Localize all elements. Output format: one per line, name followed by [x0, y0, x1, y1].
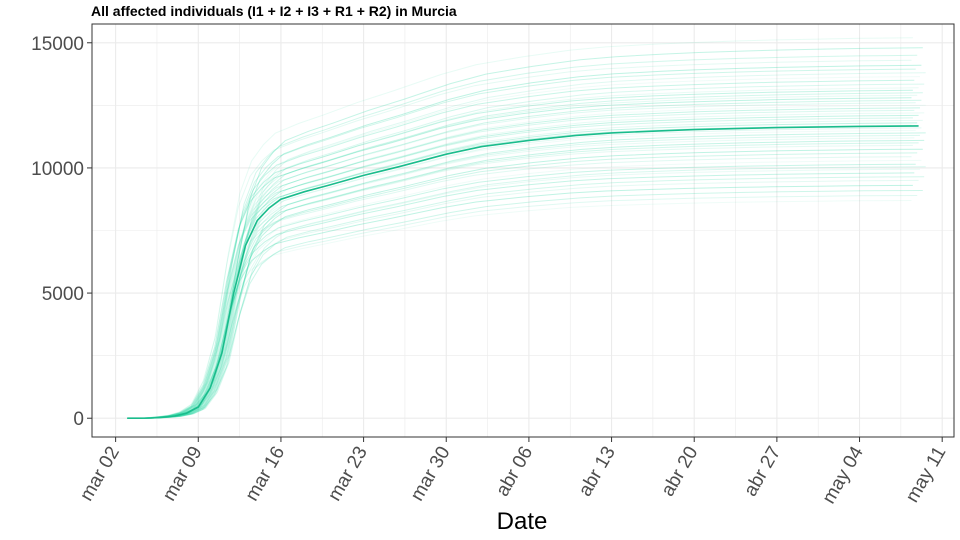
- y-tick-label: 15000: [31, 34, 84, 55]
- ensemble-line: [127, 179, 919, 419]
- ensemble-line: [127, 54, 918, 419]
- ensemble-line: [127, 166, 926, 419]
- ensemble-line: [127, 79, 915, 419]
- ensemble-line: [127, 190, 923, 419]
- ensemble-line: [127, 148, 923, 419]
- y-tick-label: 0: [73, 409, 84, 430]
- ensemble-line: [127, 112, 925, 419]
- ensemble-line: [127, 176, 925, 419]
- x-tick-label: mar 02: [76, 443, 124, 505]
- ensemble-line: [127, 89, 913, 419]
- ensemble-line: [127, 139, 925, 419]
- main-series-line: [127, 125, 919, 419]
- ensemble-line: [127, 97, 912, 419]
- ensemble-line: [127, 102, 916, 419]
- ensemble-line: [127, 109, 915, 419]
- chart-title: All affected individuals (I1 + I2 + I3 +…: [91, 3, 457, 19]
- ensemble-line: [127, 144, 913, 419]
- y-tick-label: 5000: [42, 284, 84, 305]
- ensemble-line: [127, 59, 912, 419]
- ensemble-line: [127, 156, 912, 419]
- x-tick-label: abr 27: [740, 443, 785, 500]
- ensemble-line: [127, 94, 918, 419]
- ensemble-line: [127, 68, 916, 419]
- ensemble-line: [127, 119, 923, 419]
- x-axis-label: Date: [497, 508, 548, 535]
- plot-area: 0 5000 10000 15000 mar 02 mar 09 mar 16 mar 23 m…: [31, 23, 955, 508]
- ensemble-line: [127, 117, 913, 419]
- x-tick-label: abr 20: [657, 443, 702, 500]
- ensemble-line: [127, 37, 913, 419]
- x-tick-label: may 04: [819, 443, 869, 508]
- x-tick-label: abr 13: [575, 443, 620, 500]
- x-tick-label: mar 30: [407, 443, 455, 505]
- ensemble-line: [127, 92, 923, 419]
- plot-border: [91, 23, 955, 438]
- x-tick-label: may 11: [902, 443, 951, 506]
- x-tick-label: abr 06: [492, 443, 537, 500]
- x-tick-label: mar 23: [324, 443, 372, 505]
- y-tick-label: 10000: [31, 159, 84, 180]
- x-tick-label: mar 16: [242, 443, 290, 505]
- x-tick-label: mar 09: [159, 443, 207, 505]
- ensemble-line: [127, 104, 926, 419]
- ensemble-line: [127, 127, 922, 419]
- ensemble-line: [127, 168, 921, 419]
- ensemble-line: [127, 137, 915, 419]
- ensemble-line: [127, 132, 926, 419]
- ensemble-line: [127, 159, 922, 419]
- ensemble-line: [127, 72, 926, 419]
- ensemble-line: [127, 83, 925, 419]
